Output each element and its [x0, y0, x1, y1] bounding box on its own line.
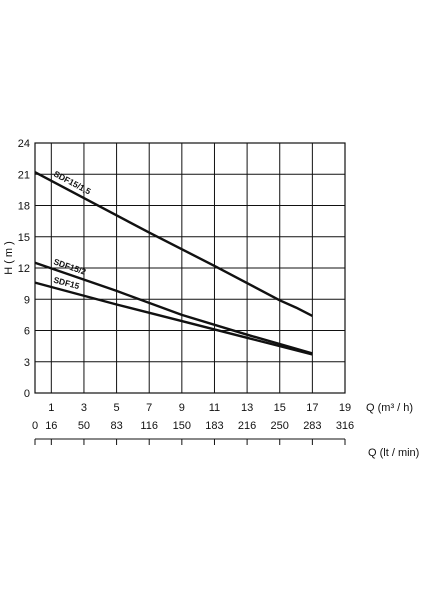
series-line [34, 281, 313, 356]
x2-tick-label: 16 [45, 420, 57, 432]
x-axis-lt-min: 0 16 50 83 116 150 183 216 250 283 316 [32, 420, 354, 445]
x-tick-label: 17 [306, 402, 318, 414]
y-tick-label: 21 [18, 169, 30, 181]
x-axis-title-m3h: Q (m³ / h) [366, 402, 413, 414]
x2-tick-label: 216 [238, 420, 256, 432]
x-tick-label: 11 [209, 402, 220, 414]
series-line [34, 171, 313, 317]
x2-tick-label: 283 [303, 420, 321, 432]
x2-tick-label: 50 [78, 420, 90, 432]
x-tick-label: 13 [241, 402, 253, 414]
x-tick-label: 9 [179, 402, 185, 414]
x2-tick-label: 0 [32, 420, 38, 432]
x-tick-label: 15 [274, 402, 286, 414]
y-tick-label: 3 [24, 357, 30, 369]
y-tick-label: 6 [24, 326, 30, 338]
x-tick-label: 19 [339, 402, 351, 414]
x-axis-ticks-m3h: 1 3 5 7 9 11 13 15 17 19 [48, 402, 351, 414]
y-axis-title: H ( m ) [3, 241, 15, 275]
y-axis-ticks: 0 3 6 9 12 15 18 21 24 [18, 138, 30, 400]
y-tick-label: 0 [24, 388, 30, 400]
x2-tick-label: 250 [271, 420, 289, 432]
x2-tick-label: 150 [173, 420, 191, 432]
x-tick-label: 5 [114, 402, 120, 414]
y-tick-label: 9 [24, 294, 30, 306]
y-tick-label: 24 [18, 138, 30, 150]
chart-series [34, 171, 313, 356]
x-tick-label: 3 [81, 402, 87, 414]
x-tick-label: 7 [146, 402, 152, 414]
y-tick-label: 18 [18, 201, 30, 213]
y-tick-label: 12 [18, 263, 30, 275]
x2-tick-label: 316 [336, 420, 354, 432]
x2-tick-label: 83 [110, 420, 122, 432]
series-line [34, 261, 313, 355]
x-axis-title-lt-min: Q (lt / min) [368, 447, 419, 459]
chart-grid [34, 142, 346, 394]
y-tick-label: 15 [18, 232, 30, 244]
x2-tick-label: 183 [205, 420, 223, 432]
x2-tick-label: 116 [140, 420, 158, 432]
x-tick-label: 1 [48, 402, 54, 414]
